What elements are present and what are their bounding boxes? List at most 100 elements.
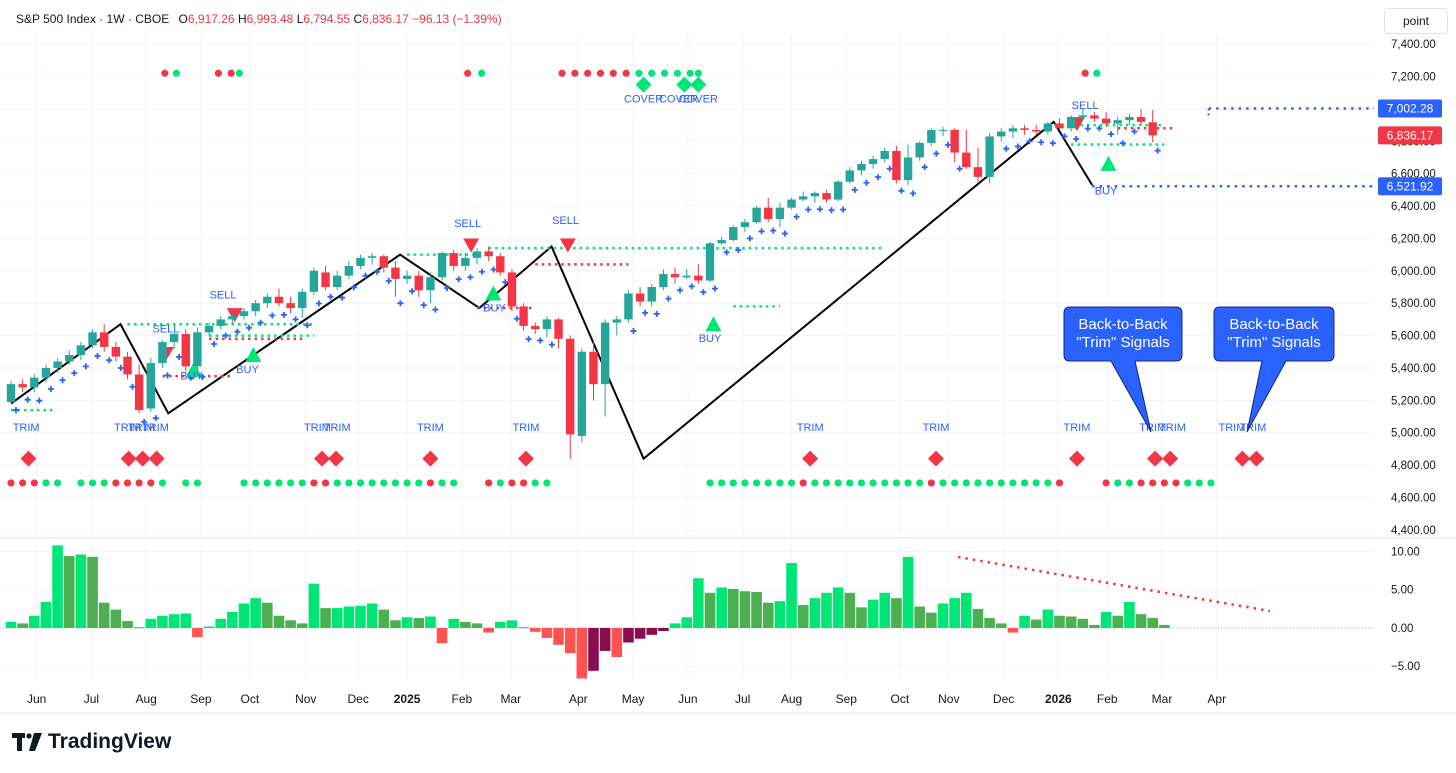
exchange: CBOE [135, 12, 170, 26]
trim-diamond [120, 450, 137, 467]
histogram-bar [541, 627, 553, 638]
trailing-stop-cross [164, 372, 171, 379]
candle-body [1078, 115, 1087, 117]
histogram-bar [961, 592, 972, 628]
candle-body [1125, 116, 1134, 121]
histogram-bar [879, 592, 891, 628]
tradingview-logo[interactable]: TradingView [12, 730, 171, 754]
unit-button[interactable]: point [1384, 8, 1448, 34]
candle-body [670, 274, 680, 278]
histogram-bar [1007, 627, 1019, 633]
time-axis: Jun Jul Aug Sep Oct Nov Dec 2025 Feb Mar Apr May Jun… [27, 692, 1226, 706]
signal-dot-bottom [380, 479, 388, 487]
candle-body [985, 136, 994, 177]
trim-diamond [802, 450, 819, 467]
signal-dot-bottom [799, 479, 807, 487]
signal-dot-bottom [706, 479, 714, 487]
candle-body [123, 356, 132, 375]
time-tick-label: Apr [569, 692, 588, 706]
candle-body [531, 325, 540, 330]
trim-diamond [1147, 450, 1164, 467]
histogram-bar [553, 627, 564, 645]
trailing-stop-cross [1014, 143, 1021, 150]
price-tags: 7,002.28 6,836.17 6,521.92 [1378, 99, 1442, 196]
histogram-bar [157, 615, 168, 628]
trailing-stop-cross [420, 302, 427, 309]
candle-body [367, 256, 377, 258]
histogram-bar [937, 603, 949, 628]
high-value: 6,993.48 [246, 12, 294, 26]
candle-body [414, 275, 423, 291]
trailing-stop-cross [1119, 140, 1126, 147]
candle-body [542, 319, 552, 330]
histogram-bar [902, 556, 914, 628]
trim-label: TRIM [13, 422, 40, 434]
histogram-bar [52, 545, 63, 628]
histogram-bar [588, 627, 599, 671]
histogram-series [5, 545, 1271, 679]
candle-body [1090, 115, 1099, 119]
trailing-stop-cross [362, 272, 369, 279]
candle-body [321, 272, 330, 287]
trailing-stop-cross [502, 279, 509, 286]
histogram-bar [681, 617, 692, 628]
candle-body [286, 303, 295, 309]
histogram-bar [145, 618, 157, 628]
price-tick-label: 5,800.00 [1391, 298, 1436, 310]
price-tag-label: 6,521.92 [1387, 179, 1434, 193]
signal-dot-top [609, 69, 617, 77]
change-value: −96.13 (−1.39%) [412, 12, 502, 26]
signal-dot-top [172, 69, 181, 77]
signal-dot-bottom [787, 479, 796, 487]
candle-body [519, 306, 528, 326]
trailing-stop-cross [513, 315, 520, 322]
histogram-bar [1089, 624, 1100, 628]
trailing-stop-cross [141, 418, 148, 425]
histogram-bar [122, 621, 133, 628]
signal-dot-bottom [240, 479, 248, 487]
histogram-bar [809, 598, 821, 628]
signal-dot-bottom [263, 479, 271, 487]
trailing-stop-cross [933, 150, 940, 157]
trim-label: TRIM [923, 422, 950, 434]
signal-dot-bottom [811, 479, 819, 487]
time-tick-label: Oct [891, 692, 910, 706]
histogram-bar [87, 556, 98, 628]
time-tick-label: Jun [678, 692, 697, 706]
signal-dot-bottom [333, 479, 341, 487]
cover-diamond [676, 76, 693, 93]
signal-dot-bottom [508, 479, 516, 487]
candle-body [18, 384, 27, 388]
price-tick-label: 5,200.00 [1391, 395, 1436, 407]
candle-body [298, 291, 307, 309]
candle-body [566, 338, 575, 435]
signal-dot-bottom [100, 479, 108, 487]
trailing-stop-cross [246, 324, 252, 331]
signal-dot-top [635, 69, 643, 77]
histogram-bar [203, 626, 215, 628]
signal-dot-top [622, 69, 630, 77]
trailing-stop-cross [875, 174, 882, 181]
symbol-title[interactable]: S&P 500 Index · 1W · CBOE [16, 12, 170, 26]
trim-diamond [517, 450, 534, 467]
signal-dot-bottom [846, 479, 854, 487]
trailing-stop-cross [537, 337, 544, 344]
candle-body [507, 272, 517, 307]
time-tick-label: Apr [1207, 692, 1226, 706]
trailing-stop-cross [385, 277, 392, 284]
candle-body [903, 157, 913, 181]
time-tick-label: Aug [135, 692, 156, 706]
histogram-bar [926, 612, 937, 628]
hist-tick-label: −5.00 [1391, 661, 1420, 673]
trim-diamond [1068, 450, 1085, 467]
signal-dot-bottom [391, 479, 400, 487]
trailing-stop-cross [59, 377, 66, 384]
candle-body [810, 193, 820, 197]
price-tag-bg [1378, 177, 1442, 196]
trailing-stop-cross [257, 319, 264, 326]
price-tick-label: 4,800.00 [1391, 460, 1436, 472]
trailing-stop-cross [211, 341, 218, 348]
candle-body [41, 367, 51, 378]
sell-label: SELL [454, 218, 481, 230]
